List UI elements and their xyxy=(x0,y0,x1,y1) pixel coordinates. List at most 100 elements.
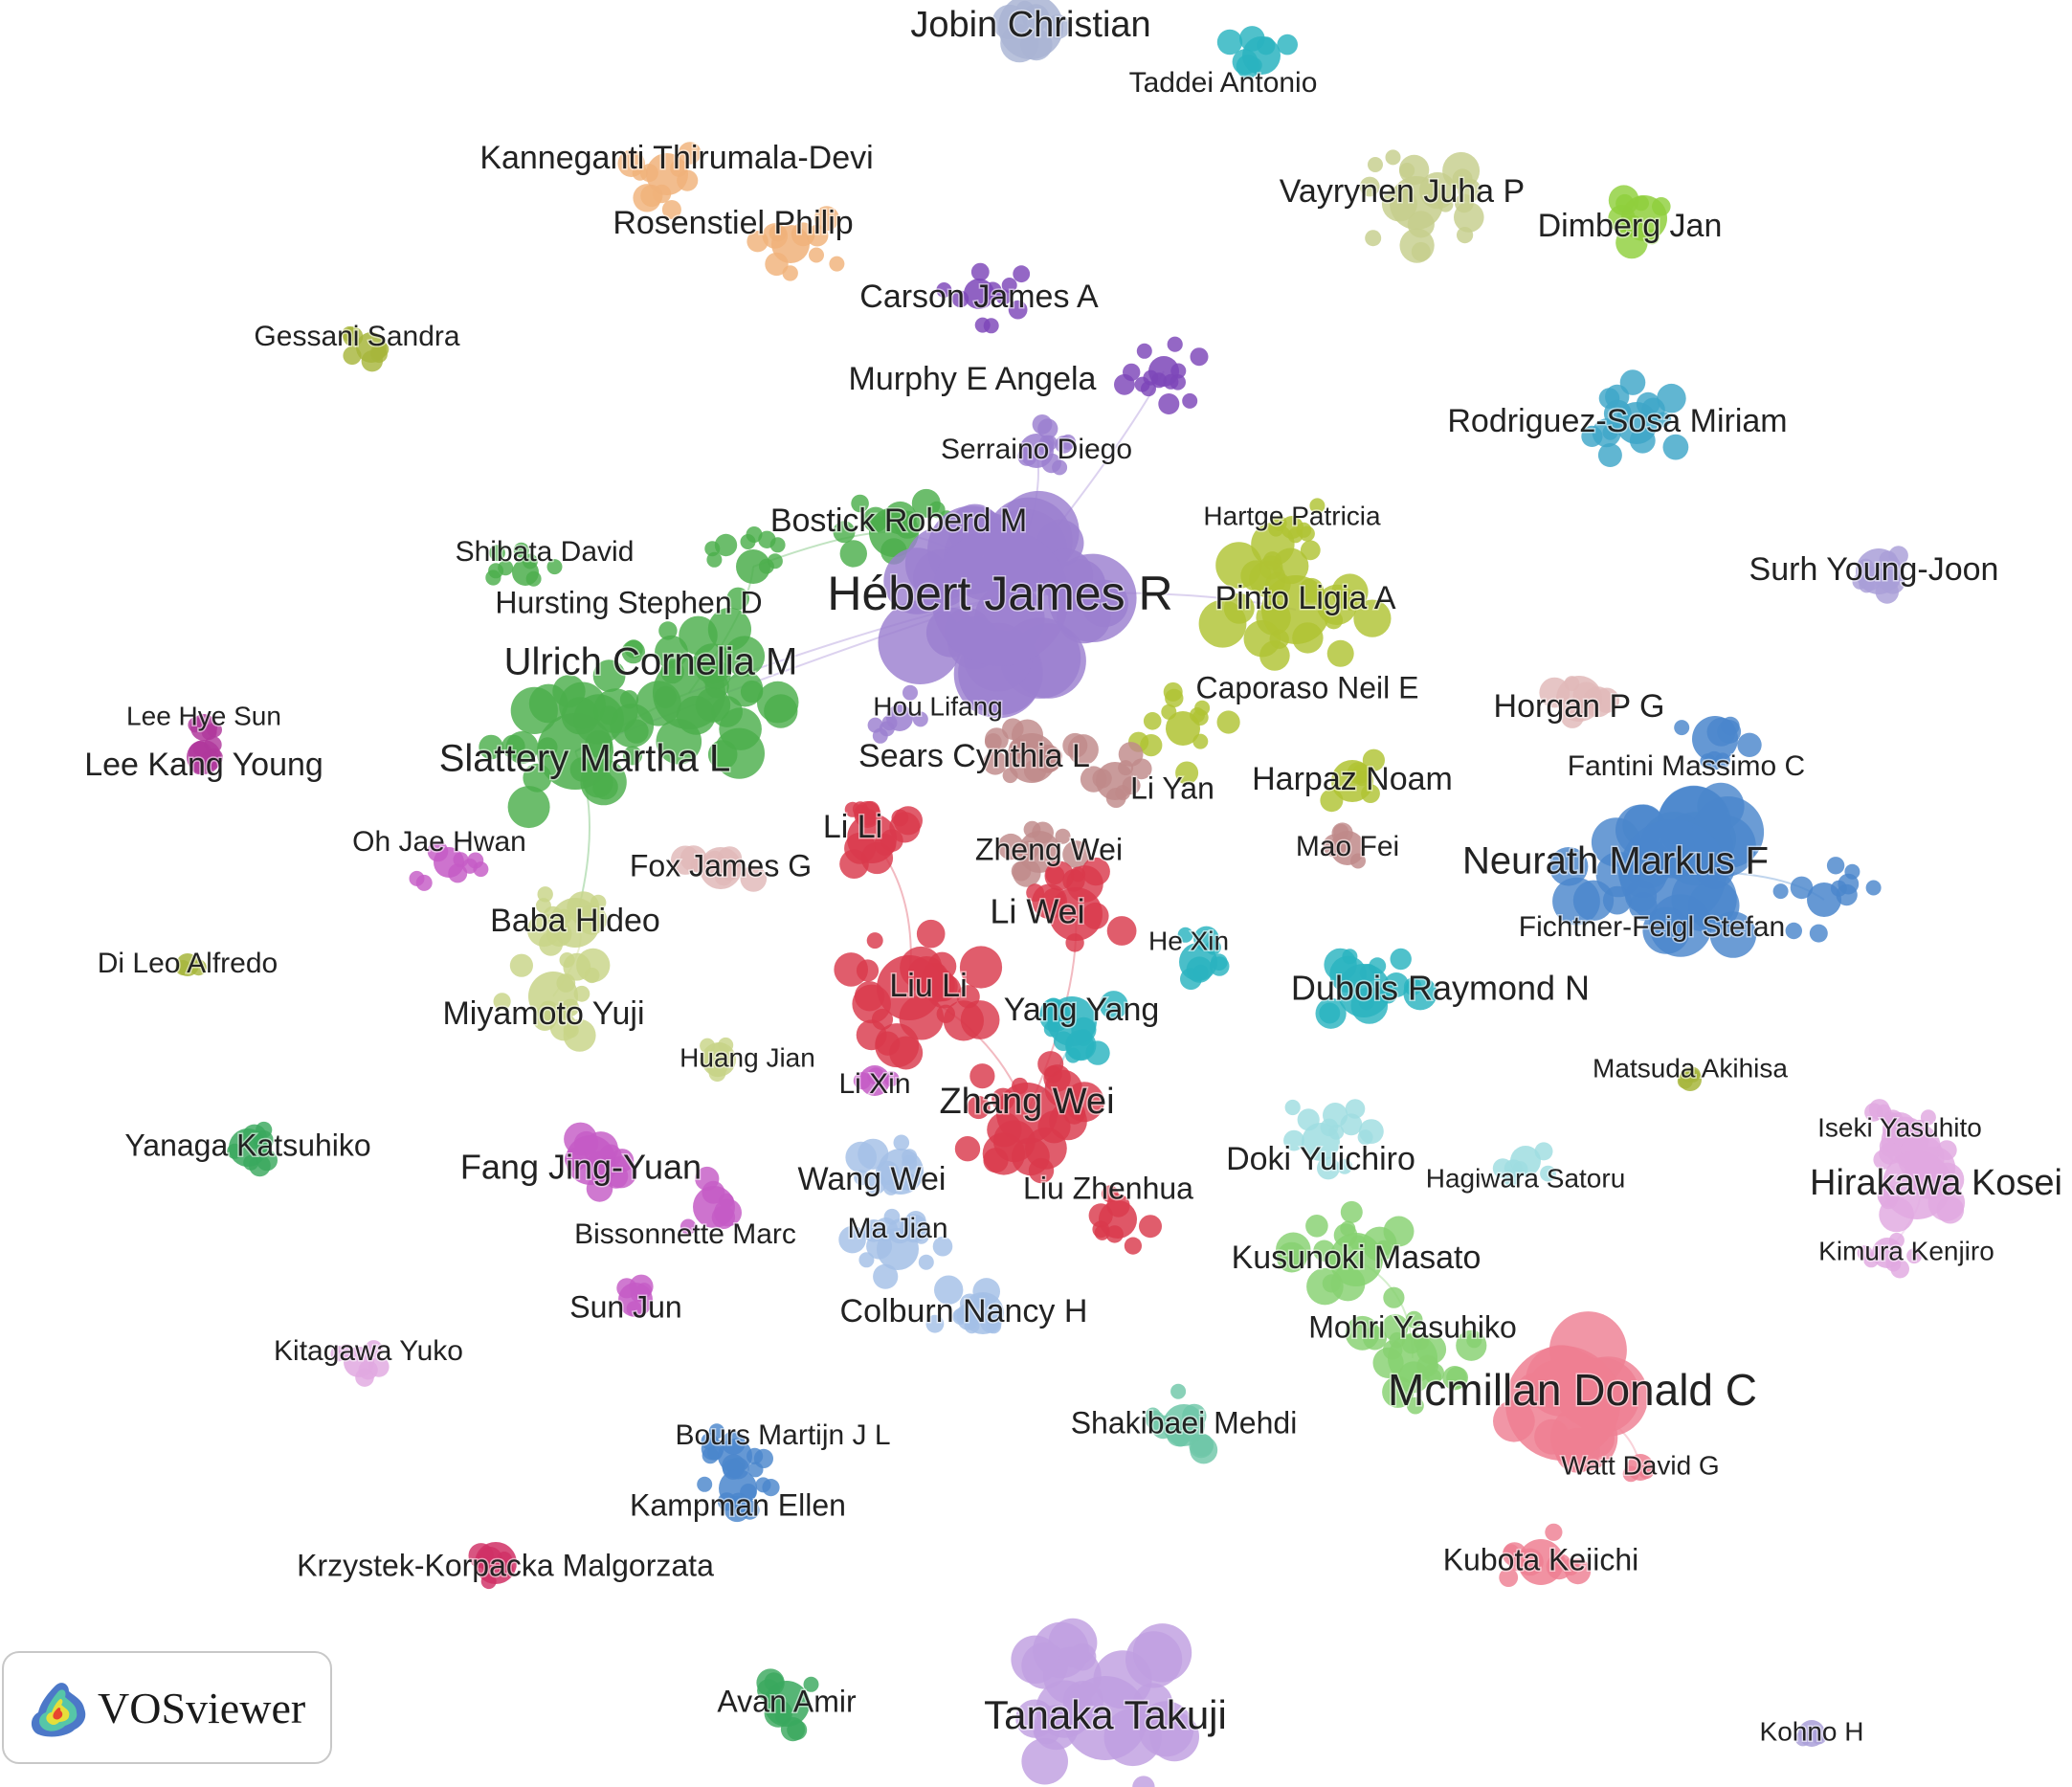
author-node[interactable] xyxy=(1342,949,1358,965)
author-node[interactable] xyxy=(680,1218,697,1235)
author-node[interactable] xyxy=(1276,1241,1307,1273)
author-node-liu-zhenhua[interactable] xyxy=(1099,1200,1137,1239)
author-node[interactable] xyxy=(342,325,358,342)
author-node-mcmillan-donald-c[interactable] xyxy=(1505,1346,1620,1461)
author-node[interactable] xyxy=(1145,1410,1165,1430)
author-node[interactable] xyxy=(936,282,952,298)
author-node[interactable] xyxy=(678,142,702,165)
author-node[interactable] xyxy=(851,494,869,513)
author-label-murphy-e-angela[interactable]: Murphy E Angela xyxy=(847,359,1098,398)
author-label-shibata-david[interactable]: Shibata David xyxy=(454,534,635,569)
author-node[interactable] xyxy=(707,740,738,770)
author-node[interactable] xyxy=(740,680,764,704)
author-node[interactable] xyxy=(1182,392,1198,409)
author-node[interactable] xyxy=(861,1224,877,1240)
author-node[interactable] xyxy=(1597,443,1622,467)
author-node[interactable] xyxy=(1002,718,1024,740)
author-label-neurath-markus-f[interactable]: Neurath Markus F xyxy=(1460,838,1770,883)
author-label-fang-jing-yuan[interactable]: Fang Jing-Yuan xyxy=(458,1146,702,1188)
author-node[interactable] xyxy=(866,932,883,949)
author-node[interactable] xyxy=(1399,163,1415,178)
author-node[interactable] xyxy=(1836,883,1858,906)
author-node[interactable] xyxy=(854,1170,870,1186)
author-node[interactable] xyxy=(1337,1158,1352,1174)
author-node[interactable] xyxy=(1062,732,1088,758)
author-node-mohri-yasuhiko[interactable] xyxy=(1388,1333,1437,1383)
author-node-taddei-antonio[interactable] xyxy=(1242,36,1281,75)
author-node[interactable] xyxy=(740,865,768,892)
author-node[interactable] xyxy=(1826,857,1845,875)
author-node[interactable] xyxy=(1136,343,1152,359)
author-node-watt-david-g[interactable] xyxy=(1627,1454,1654,1481)
author-node[interactable] xyxy=(1044,860,1075,891)
author-label-hirakawa-kosei[interactable]: Hirakawa Kosei xyxy=(1809,1162,2064,1205)
author-node-lee-hye-sun[interactable] xyxy=(190,714,217,741)
author-node-kubota-keiichi[interactable] xyxy=(1518,1539,1564,1585)
author-node[interactable] xyxy=(1662,434,1689,460)
author-label-bours-martijn-j-l[interactable]: Bours Martijn J L xyxy=(674,1418,892,1452)
author-node[interactable] xyxy=(1365,230,1382,247)
author-node[interactable] xyxy=(1300,540,1321,561)
author-node[interactable] xyxy=(1216,29,1243,56)
author-node[interactable] xyxy=(1198,599,1247,648)
author-node[interactable] xyxy=(1545,1523,1563,1541)
author-node[interactable] xyxy=(714,533,738,557)
author-node[interactable] xyxy=(969,1063,995,1089)
author-node[interactable] xyxy=(1143,712,1162,730)
author-label-di-leo-alfredo[interactable]: Di Leo Alfredo xyxy=(96,946,278,980)
author-node[interactable] xyxy=(1149,1711,1199,1762)
author-node[interactable] xyxy=(1454,202,1484,233)
author-node-gessani-sandra[interactable] xyxy=(356,332,387,363)
author-label-avan-amir[interactable]: Avan Amir xyxy=(716,1683,858,1720)
author-node[interactable] xyxy=(858,1252,875,1268)
author-node-vayrynen-juha-p[interactable] xyxy=(1390,176,1443,230)
author-node-baba-hideo[interactable] xyxy=(550,898,600,948)
author-node[interactable] xyxy=(740,534,756,549)
author-node-lee-kang-young[interactable] xyxy=(187,740,221,774)
author-node[interactable] xyxy=(1141,381,1156,397)
author-node[interactable] xyxy=(493,993,511,1011)
author-node[interactable] xyxy=(803,1676,819,1692)
author-node[interactable] xyxy=(1619,369,1646,395)
author-node[interactable] xyxy=(893,1134,910,1151)
author-node[interactable] xyxy=(1177,927,1193,943)
author-node[interactable] xyxy=(1167,336,1183,352)
author-node[interactable] xyxy=(1565,1558,1592,1585)
author-node[interactable] xyxy=(747,1462,764,1478)
author-node-li-wei[interactable] xyxy=(1049,887,1103,941)
author-node-kitagawa-yuko[interactable] xyxy=(344,1347,374,1377)
author-node-ma-jian[interactable] xyxy=(877,1228,919,1270)
author-node[interactable] xyxy=(873,1263,899,1289)
author-node[interactable] xyxy=(1790,876,1814,900)
author-node-hou-lifang[interactable] xyxy=(886,704,913,731)
author-node-colburn-nancy-h[interactable] xyxy=(962,1292,1004,1334)
author-node[interactable] xyxy=(473,861,489,878)
author-node[interactable] xyxy=(1785,922,1803,940)
author-node[interactable] xyxy=(1326,639,1354,667)
author-node-di-leo-alfredo[interactable] xyxy=(176,953,199,976)
author-node[interactable] xyxy=(1306,1267,1344,1306)
author-node[interactable] xyxy=(1165,688,1184,708)
author-node-kusunoki-masato[interactable] xyxy=(1329,1233,1383,1286)
author-node[interactable] xyxy=(1032,414,1053,435)
author-label-vayrynen-juha-p[interactable]: Vayrynen Juha P xyxy=(1278,171,1526,211)
author-node[interactable] xyxy=(959,946,1003,989)
author-node[interactable] xyxy=(1124,1237,1142,1255)
author-node[interactable] xyxy=(1359,176,1380,197)
author-node[interactable] xyxy=(1317,1156,1340,1180)
author-node[interactable] xyxy=(415,874,433,891)
author-node-jobin-christian[interactable] xyxy=(998,0,1063,59)
author-node[interactable] xyxy=(563,952,591,981)
author-node[interactable] xyxy=(936,1004,955,1024)
author-label-zhang-wei[interactable]: Zhang Wei xyxy=(938,1081,1116,1124)
author-node[interactable] xyxy=(1055,828,1071,844)
author-node[interactable] xyxy=(498,560,514,576)
author-label-tanaka-takuji[interactable]: Tanaka Takuji xyxy=(983,1691,1229,1739)
author-node[interactable] xyxy=(1008,300,1028,320)
author-node[interactable] xyxy=(507,786,550,829)
author-node[interactable] xyxy=(697,1476,713,1492)
author-node-kampman-ellen[interactable] xyxy=(719,1469,757,1508)
author-node[interactable] xyxy=(1044,1069,1083,1108)
author-node-carson-james-a[interactable] xyxy=(964,279,994,309)
author-node[interactable] xyxy=(706,551,723,568)
